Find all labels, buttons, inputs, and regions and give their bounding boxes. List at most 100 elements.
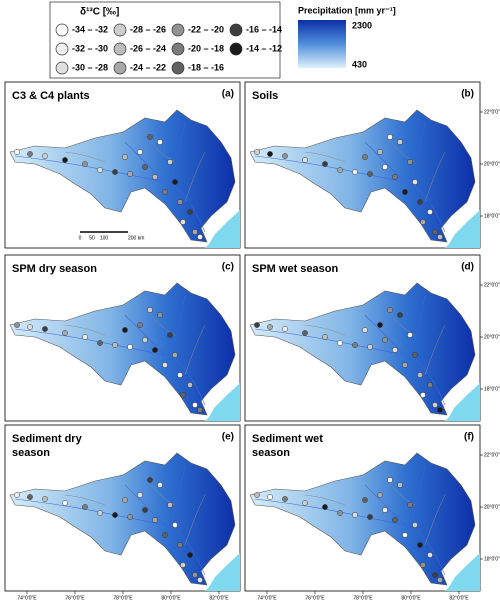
precip-title: Precipitation [mm yr⁻¹] [298, 5, 396, 15]
lon-label: 76°0'0"E [65, 595, 85, 601]
sample-point [177, 199, 183, 205]
sample-point [97, 340, 103, 346]
sample-point [254, 322, 260, 328]
sample-point [387, 307, 393, 313]
sample-point [192, 572, 198, 578]
legend-title: δ¹³C [‰] [80, 7, 119, 18]
sample-point [42, 153, 48, 159]
lon-label: 78°0'0"E [353, 595, 373, 601]
sample-point [367, 344, 373, 350]
panel-title: SPM wet season [252, 263, 338, 275]
sample-point [402, 532, 408, 538]
sample-point [197, 234, 203, 240]
sample-point [167, 502, 173, 508]
lon-label: 74°0'0"E [17, 595, 37, 601]
sample-point [267, 494, 273, 500]
sample-point [282, 496, 288, 502]
sample-point [82, 161, 88, 167]
sample-point [180, 562, 186, 568]
sample-point [437, 407, 443, 413]
sample-point [427, 209, 433, 215]
sample-point [62, 500, 68, 506]
sample-point [14, 149, 20, 155]
panel-letter: (b) [461, 89, 474, 100]
scale-label: 50 [89, 235, 95, 241]
basemap [244, 81, 481, 249]
sample-point [402, 362, 408, 368]
sample-point [147, 134, 153, 140]
sample-point [97, 167, 103, 173]
legend-swatch [55, 23, 69, 37]
sample-point [187, 552, 193, 558]
sample-point [127, 171, 133, 177]
sample-point [267, 324, 273, 330]
sample-point [122, 497, 128, 503]
sample-point [157, 482, 163, 488]
legend-label: -20 – -18 [188, 43, 224, 53]
sample-point [412, 352, 418, 358]
sample-point [197, 577, 203, 583]
sample-point [27, 151, 33, 157]
sample-point [82, 504, 88, 510]
map-panel: C3 & C4 plants (a) 0 50 100 200 km [4, 81, 241, 249]
sample-point [112, 169, 118, 175]
legend-label: -30 – -28 [72, 62, 108, 72]
lon-label: 82°0'0"E [449, 595, 469, 601]
sample-point [392, 517, 398, 523]
scale-label: 200 km [128, 235, 144, 241]
sample-point [137, 492, 143, 498]
sample-point [167, 159, 173, 165]
sample-point [352, 342, 358, 348]
sample-point [337, 167, 343, 173]
sample-point [42, 326, 48, 332]
sample-point [14, 492, 20, 498]
panel-title: Sediment dry [12, 433, 83, 445]
legend-swatch [113, 61, 127, 75]
map-panel: Sediment wet season (f) 22°0'0"N 20°0'0"N 18°… [244, 424, 500, 601]
panel-letter: (a) [222, 89, 234, 100]
sample-point [437, 234, 443, 240]
basemap [4, 81, 241, 249]
panel-letter: (f) [464, 432, 474, 443]
sample-point [282, 153, 288, 159]
sample-point [362, 327, 368, 333]
lat-label: 18°0'0"N [484, 556, 500, 562]
sample-point [122, 154, 128, 160]
legend-label: -26 – -24 [130, 43, 166, 53]
lat-label: 18°0'0"N [484, 386, 500, 392]
sample-point [337, 510, 343, 516]
sample-point [172, 352, 178, 358]
map-panel: SPM dry season (c) [4, 254, 241, 422]
precip-ramp [298, 20, 346, 68]
sample-point [407, 332, 413, 338]
sample-point [352, 512, 358, 518]
legend-label: -18 – -16 [188, 62, 224, 72]
sample-point [382, 507, 388, 513]
lat-label: 22°0'0"N [484, 452, 500, 458]
sample-point [112, 342, 118, 348]
sample-point [147, 477, 153, 483]
sample-point [387, 134, 393, 140]
sample-point [197, 407, 203, 413]
sample-point [427, 382, 433, 388]
sample-point [142, 164, 148, 170]
sample-point [367, 514, 373, 520]
lon-label: 80°0'0"E [401, 595, 421, 601]
lat-label: 22°0'0"N [484, 282, 500, 288]
sample-point [387, 477, 393, 483]
sample-point [177, 372, 183, 378]
lat-label: 18°0'0"N [484, 213, 500, 219]
sample-point [382, 164, 388, 170]
sample-point [142, 507, 148, 513]
sample-point [127, 344, 133, 350]
sample-point [177, 542, 183, 548]
sample-point [420, 562, 426, 568]
legend-label: -16 – -14 [246, 24, 282, 34]
sample-point [147, 307, 153, 313]
panel-title: C3 & C4 plants [12, 90, 90, 102]
sample-point [152, 174, 158, 180]
sample-point [337, 340, 343, 346]
legend-swatch [113, 23, 127, 37]
legend-swatch [229, 42, 243, 56]
sample-point [302, 330, 308, 336]
